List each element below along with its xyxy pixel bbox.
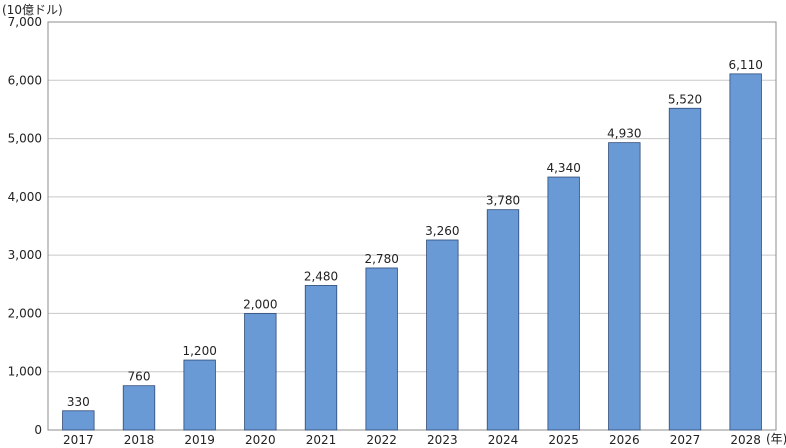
data-label-2027: 5,520 [668, 92, 702, 106]
data-label-2019: 1,200 [182, 344, 216, 358]
x-tick-label: 2021 [306, 433, 337, 447]
x-tick-label: 2028 [730, 433, 761, 447]
data-labels: 330 760 1,200 2,000 2,480 2,780 3,260 3,780 4,34… [67, 58, 763, 409]
y-tick-label: 0 [34, 423, 42, 437]
bar-2018 [122, 385, 156, 431]
bar-2017 [62, 410, 95, 431]
bar-2027 [668, 107, 702, 431]
x-tick-label: 2019 [184, 433, 215, 447]
bar-2023 [426, 239, 459, 431]
bar-2020 [244, 313, 277, 431]
bar-2025 [547, 176, 580, 431]
bar-2019 [183, 359, 216, 431]
x-tick-label: 2024 [488, 433, 519, 447]
data-label-2026: 4,930 [607, 127, 641, 141]
data-label-2021: 2,480 [304, 269, 338, 283]
bar-2022 [365, 267, 398, 431]
plot-border [47, 21, 777, 431]
y-axis-unit-label: (10億ドル) [2, 3, 63, 17]
bar-2026 [608, 142, 641, 431]
x-tick-label: 2017 [63, 433, 94, 447]
y-tick-label: 3,000 [8, 248, 42, 262]
data-label-2022: 2,780 [364, 252, 398, 266]
x-tick-label: 2022 [366, 433, 397, 447]
x-tick-label: 2026 [609, 433, 640, 447]
data-label-2018: 760 [128, 370, 151, 384]
x-tick-label: 2025 [548, 433, 579, 447]
data-label-2028: 6,110 [728, 58, 762, 72]
x-tick-label: 2020 [245, 433, 276, 447]
x-tick-label: 2027 [670, 433, 701, 447]
bar-2021 [304, 285, 338, 431]
data-label-2025: 4,340 [546, 161, 580, 175]
data-label-2024: 3,780 [486, 194, 520, 208]
data-label-2023: 3,260 [425, 224, 459, 238]
y-tick-label: 7,000 [8, 15, 42, 29]
y-tick-label: 5,000 [8, 132, 42, 146]
data-label-2020: 2,000 [243, 297, 277, 311]
y-tick-label: 2,000 [8, 306, 42, 320]
x-tick-label: 2018 [124, 433, 155, 447]
bar-2028 [729, 73, 762, 431]
x-tick-label: 2023 [427, 433, 458, 447]
gridlines [48, 21, 776, 373]
y-tick-label: 4,000 [8, 190, 42, 204]
y-tick-label: 6,000 [8, 73, 42, 87]
plot-frame [47, 21, 777, 431]
bars [62, 73, 762, 431]
x-axis-tick-labels: 2017 2018 2019 2020 2021 2022 2023 2024 2025 2026… [63, 433, 761, 447]
y-axis-tick-labels: 0 1,000 2,000 3,000 4,000 5,000 6,000 7,000 [8, 15, 42, 437]
y-tick-label: 1,000 [8, 365, 42, 379]
bar-2024 [486, 209, 520, 431]
x-axis-unit-label: (年) [766, 432, 786, 446]
data-label-2017: 330 [67, 395, 90, 409]
